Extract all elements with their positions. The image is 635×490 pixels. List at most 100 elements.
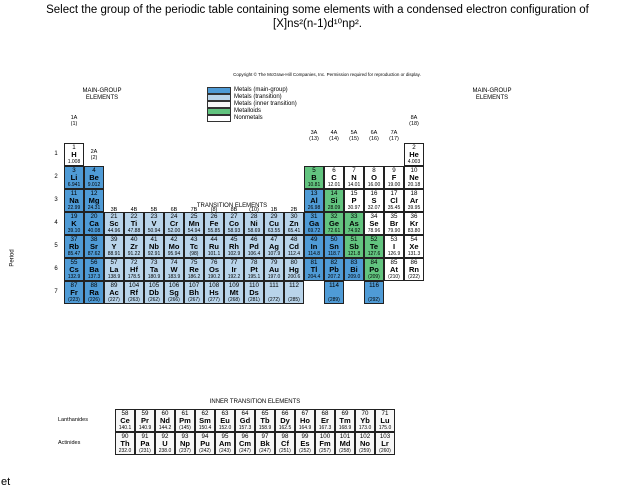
atomic-mass: 175.0 [378, 425, 392, 431]
atomic-mass: 167.3 [318, 425, 332, 431]
group-label: 8A (18) [404, 115, 424, 127]
atomic-number: 2 [412, 144, 416, 151]
atomic-number: 46 [250, 236, 258, 243]
element-cell: 111 (272) [264, 281, 284, 304]
element-cell: 1 H 1.008 [64, 143, 84, 166]
element-symbol: Th [120, 439, 130, 448]
element-cell: 17 Cl 35.45 [384, 189, 404, 212]
inner-element-cell: 97 Bk (247) [255, 432, 275, 455]
atomic-number: 23 [150, 213, 158, 220]
atomic-mass: 209.0 [347, 274, 361, 280]
element-cell: 114 (289) [324, 281, 344, 304]
element-symbol: In [310, 242, 318, 251]
element-cell: 51 Sb 121.8 [344, 235, 364, 258]
atomic-number: 48 [290, 236, 298, 243]
inner-element-cell: 99 Es (252) [295, 432, 315, 455]
atomic-number: 89 [110, 282, 118, 289]
element-symbol: Cd [289, 242, 299, 251]
group-label-iupac: (13) [309, 136, 319, 142]
element-symbol: Xe [409, 242, 419, 251]
element-symbol: Tl [310, 265, 318, 274]
element-cell: 57 La 138.9 [104, 258, 124, 281]
main-group-header-left-line-2: ELEMENTS [85, 95, 119, 101]
atomic-number: 13 [310, 190, 318, 197]
element-symbol: Rf [130, 288, 138, 297]
atomic-mass: 58.93 [227, 228, 241, 234]
period-number: 1 [54, 151, 58, 157]
atomic-number: 27 [230, 213, 238, 220]
atomic-number: 116 [369, 282, 379, 289]
element-cell: 45 Rh 102.9 [224, 235, 244, 258]
inner-element-cell: 90 Th 232.0 [115, 432, 135, 455]
atomic-mass: (222) [408, 274, 420, 280]
atomic-mass: 14.01 [347, 182, 361, 188]
element-symbol: Er [321, 416, 329, 425]
atomic-number: 6 [332, 167, 336, 174]
element-cell: 10 Ne 20.18 [404, 166, 424, 189]
element-cell: 47 Ag 107.9 [264, 235, 284, 258]
atomic-number: 4 [92, 167, 96, 174]
atomic-mass: 232.0 [118, 448, 132, 454]
element-symbol: Ga [308, 219, 319, 228]
element-symbol: Ar [409, 196, 419, 205]
atomic-number: 110 [249, 282, 259, 289]
element-cell: 23 V 50.94 [144, 212, 164, 235]
element-symbol: Fr [70, 288, 78, 297]
atomic-mass: (145) [179, 425, 191, 431]
atomic-mass: 180.9 [147, 274, 161, 280]
inner-element-cell: 63 Eu 152.0 [215, 409, 235, 432]
element-symbol: Mt [229, 288, 239, 297]
group-label-american: 4A [330, 130, 338, 136]
atomic-mass: (209) [368, 274, 380, 280]
atomic-mass: 24.31 [87, 205, 101, 211]
element-cell: 41 Nb 92.91 [144, 235, 164, 258]
atomic-number: 18 [410, 190, 418, 197]
inner-element-cell: 93 Np (237) [175, 432, 195, 455]
atomic-mass: 157.3 [238, 425, 252, 431]
element-symbol: B [311, 173, 317, 182]
element-cell: 53 I 126.9 [384, 235, 404, 258]
element-cell: 48 Cd 112.4 [284, 235, 304, 258]
legend-item: Metals (inner transition) [207, 101, 297, 108]
element-symbol: Ni [250, 219, 258, 228]
atomic-mass: (277) [208, 297, 220, 303]
element-symbol: Ne [409, 173, 419, 182]
element-symbol: As [349, 219, 359, 228]
element-symbol: Tc [189, 242, 199, 251]
legend-item: Metals (main-group) [207, 87, 288, 94]
atomic-number: 30 [290, 213, 298, 220]
element-symbol: Am [218, 439, 232, 448]
element-symbol: Bi [350, 265, 358, 274]
element-symbol: Np [180, 439, 190, 448]
element-symbol: Au [269, 265, 279, 274]
atomic-number: 84 [370, 259, 378, 266]
atomic-number: 114 [329, 282, 339, 289]
atomic-number: 59 [141, 410, 149, 417]
element-symbol: Os [208, 265, 219, 274]
element-symbol: Pt [250, 265, 258, 274]
inner-element-cell: 61 Pm (145) [175, 409, 195, 432]
atomic-mass: 22.99 [67, 205, 81, 211]
atomic-number: 41 [150, 236, 158, 243]
group-label-iupac: (2) [90, 155, 98, 161]
atomic-number: 5 [312, 167, 316, 174]
group-label-american: 7B [190, 207, 198, 213]
element-cell: 38 Sr 87.62 [84, 235, 104, 258]
atomic-number: 52 [370, 236, 378, 243]
inner-element-cell: 101 Md (258) [335, 432, 355, 455]
question-line-1: Select the group of the periodic table c… [46, 4, 589, 16]
group-label: (10) [244, 207, 264, 213]
element-symbol: Nd [160, 416, 170, 425]
atomic-mass: 72.61 [327, 228, 341, 234]
element-symbol: No [360, 439, 370, 448]
element-symbol: Sg [169, 288, 179, 297]
element-cell: 36 Kr 83.80 [404, 212, 424, 235]
inner-element-cell: 60 Nd 144.2 [155, 409, 175, 432]
group-label-american: 3B [110, 207, 118, 213]
atomic-number: 86 [410, 259, 418, 266]
element-symbol: Pm [179, 416, 191, 425]
atomic-number: 53 [390, 236, 398, 243]
element-symbol: Ag [269, 242, 279, 251]
element-cell: 83 Bi 209.0 [344, 258, 364, 281]
group-label: (8) [204, 207, 224, 213]
